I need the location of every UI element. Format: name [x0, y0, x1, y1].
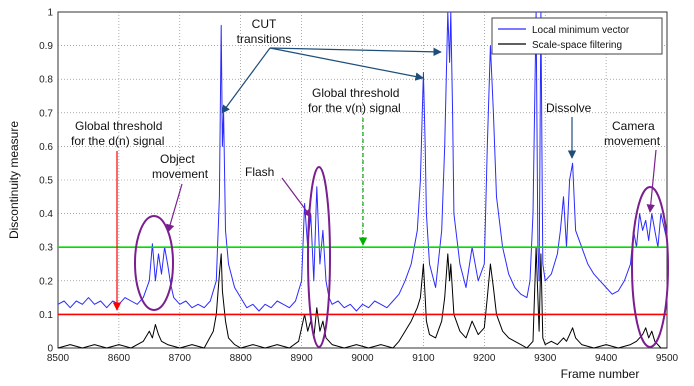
annotation-flash: Flash — [245, 165, 274, 179]
legend-label-local-min: Local minimum vector — [532, 25, 630, 36]
annotation-global-v-line2: for the v(n) signal — [308, 101, 401, 115]
annotation-global-v-line1: Global threshold — [312, 86, 399, 100]
y-tick-label: 0.7 — [39, 108, 53, 119]
ellipse-camera-movement — [631, 186, 669, 348]
x-axis-ticks: 8500 8600 8700 8800 8900 9000 9100 9200 9300 9400… — [47, 353, 679, 364]
arrow-flash — [281, 177, 312, 218]
x-tick-label: 9200 — [473, 353, 496, 364]
y-tick-label: 0.9 — [39, 41, 53, 52]
y-tick-label: 0.4 — [39, 209, 53, 220]
annotation-camera-line2: movement — [604, 134, 661, 148]
annotation-camera-line1: Camera — [612, 119, 655, 133]
annotation-object-line2: movement — [152, 167, 209, 181]
x-tick-label: 9300 — [534, 353, 557, 364]
y-tick-label: 0.1 — [39, 310, 53, 321]
y-tick-label: 0.3 — [39, 243, 53, 254]
x-axis-title: Frame number — [561, 367, 640, 381]
x-tick-label: 8800 — [230, 353, 253, 364]
x-tick-label: 8500 — [47, 353, 70, 364]
x-tick-label: 8900 — [290, 353, 313, 364]
x-tick-label: 9400 — [595, 353, 618, 364]
x-tick-label: 8700 — [169, 353, 192, 364]
ellipse-object-movement — [134, 215, 174, 311]
annotation-global-d-line1: Global threshold — [75, 119, 162, 133]
arrow-cut-2 — [269, 47, 442, 57]
y-axis-ticks: 0 0.1 0.2 0.3 0.4 0.5 0.6 0.7 0.8 0.9 1 — [39, 8, 53, 355]
annotation-object-line1: Object — [160, 152, 195, 166]
annotation-dissolve: Dissolve — [546, 101, 592, 115]
y-axis-title: Discontinuity measure — [7, 121, 21, 239]
threshold-layer — [58, 246, 667, 316]
arrow-cut-3 — [269, 47, 424, 81]
y-tick-label: 0.6 — [39, 142, 53, 153]
x-tick-label: 9100 — [412, 353, 435, 364]
annotation-cut-line2: transitions — [237, 32, 292, 46]
y-tick-label: 0.8 — [39, 75, 53, 86]
x-tick-label: 8600 — [108, 353, 131, 364]
y-tick-label: 0 — [47, 344, 53, 355]
series-line-local-minimum-vector — [57, 11, 668, 312]
arrow-camera — [646, 149, 657, 213]
annotation-global-d-line2: for the d(n) signal — [71, 134, 164, 148]
legend-label-scale-space: Scale-space filtering — [532, 40, 622, 51]
x-tick-label: 9500 — [656, 353, 679, 364]
legend: Local minimum vector Scale-space filteri… — [491, 17, 663, 55]
arrow-cut-1 — [221, 47, 271, 114]
y-tick-label: 0.2 — [39, 276, 53, 287]
annotations: CUT transitions Global threshold for the… — [71, 17, 669, 348]
series-layer — [57, 11, 668, 349]
y-tick-label: 1 — [47, 8, 53, 19]
annotation-cut-line1: CUT — [252, 17, 277, 31]
legend-box — [491, 17, 663, 55]
series-line-scale-space-filtering — [57, 246, 667, 349]
arrow-object — [166, 183, 183, 233]
y-tick-label: 0.5 — [39, 176, 53, 187]
ellipse-flash — [307, 166, 331, 348]
x-tick-label: 9000 — [351, 353, 374, 364]
